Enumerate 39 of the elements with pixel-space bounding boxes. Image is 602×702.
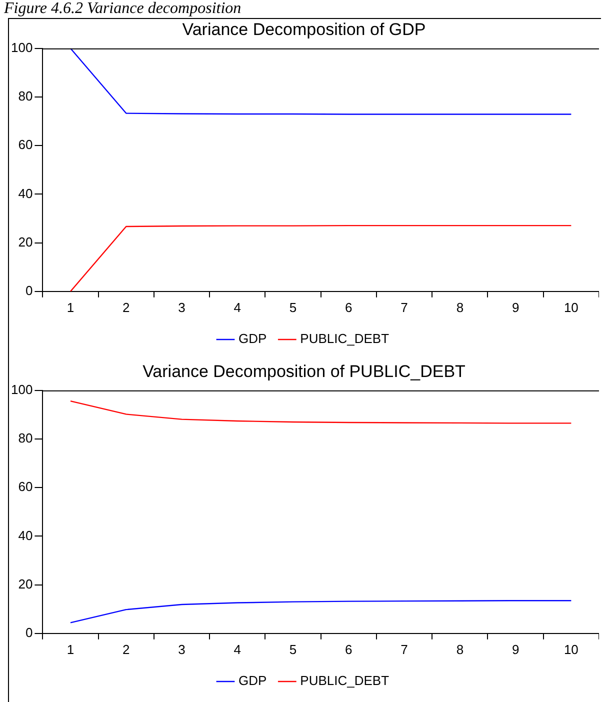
legend-label: GDP bbox=[238, 331, 267, 346]
y-tick-label: 20 bbox=[18, 234, 33, 250]
y-tick-label: 0 bbox=[25, 624, 33, 640]
y-tick-label: 80 bbox=[18, 88, 33, 104]
x-tick-label: 2 bbox=[122, 300, 130, 315]
caption: Figure 4.6.2 Variance decomposition bbox=[4, 0, 242, 18]
x-tick-label: 8 bbox=[456, 642, 464, 657]
x-tick-label: 1 bbox=[66, 642, 74, 657]
x-tick-label: 9 bbox=[512, 642, 520, 657]
legend-label: GDP bbox=[238, 673, 267, 688]
x-tick-label: 7 bbox=[400, 642, 408, 657]
y-tick-label: 40 bbox=[18, 528, 33, 543]
y-tick-label: 60 bbox=[18, 137, 33, 152]
x-tick-label: 8 bbox=[456, 300, 464, 315]
y-tick-label: 100 bbox=[10, 40, 33, 55]
legend-label: PUBLIC_DEBT bbox=[300, 673, 390, 688]
legend-label: PUBLIC_DEBT bbox=[300, 331, 390, 346]
x-tick-label: 3 bbox=[178, 642, 186, 657]
x-tick-label: 3 bbox=[178, 300, 186, 315]
y-tick-label: 100 bbox=[10, 382, 33, 397]
y-tick-label: 0 bbox=[25, 282, 33, 298]
chart-title: Variance Decomposition of GDP bbox=[182, 20, 426, 39]
x-tick-label: 7 bbox=[400, 300, 408, 315]
y-tick-label: 60 bbox=[18, 479, 33, 494]
x-tick-label: 9 bbox=[512, 300, 520, 315]
x-tick-label: 5 bbox=[289, 642, 297, 657]
x-tick-label: 10 bbox=[564, 300, 578, 315]
y-tick-label: 80 bbox=[18, 430, 33, 446]
y-tick-label: 20 bbox=[18, 576, 33, 592]
x-tick-label: 5 bbox=[289, 300, 297, 315]
x-tick-label: 6 bbox=[345, 300, 352, 315]
x-tick-label: 4 bbox=[234, 300, 242, 315]
x-tick-label: 1 bbox=[66, 300, 74, 315]
y-tick-label: 40 bbox=[18, 186, 33, 201]
x-tick-label: 10 bbox=[564, 642, 578, 657]
x-tick-label: 2 bbox=[122, 642, 130, 657]
x-tick-label: 6 bbox=[345, 642, 352, 657]
x-tick-label: 4 bbox=[234, 642, 242, 657]
chart-title: Variance Decomposition of PUBLIC_DEBT bbox=[142, 362, 466, 381]
